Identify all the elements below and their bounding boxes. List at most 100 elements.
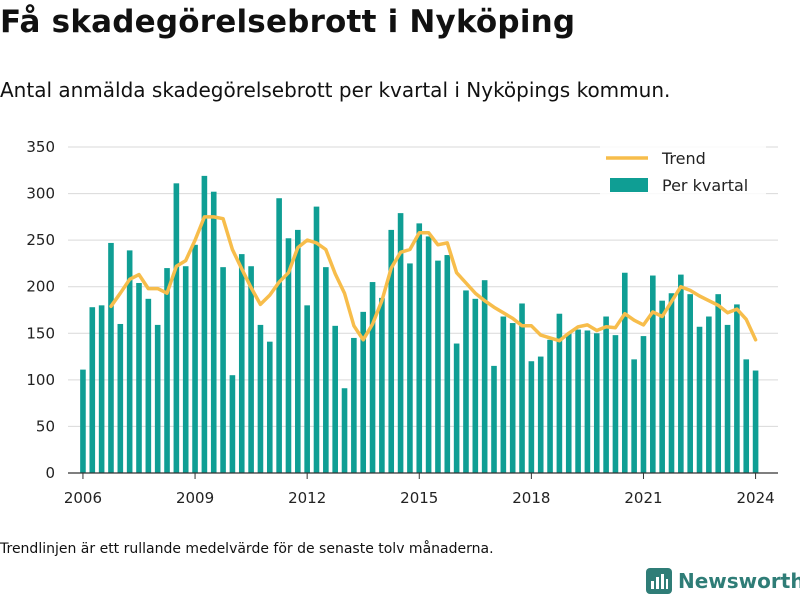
bar — [379, 297, 385, 473]
bar — [472, 298, 479, 473]
bar — [640, 336, 647, 473]
y-tick-label: 100 — [26, 371, 55, 389]
bar — [547, 339, 553, 473]
legend-bar-label: Per kvartal — [662, 176, 748, 195]
bar — [117, 323, 124, 473]
bar — [565, 333, 572, 473]
bar — [509, 323, 516, 473]
bar — [734, 304, 740, 473]
bar — [444, 255, 451, 473]
legend-bar-swatch — [610, 178, 648, 192]
page-title: Få skadegörelsebrott i Nyköping — [0, 4, 576, 40]
bar — [687, 294, 693, 473]
bar — [313, 206, 320, 473]
brand-name: Newsworthy — [678, 569, 800, 593]
x-tick-label: 2024 — [736, 489, 774, 507]
bar — [80, 369, 86, 473]
bar — [323, 267, 329, 473]
bar — [98, 305, 105, 473]
bar — [173, 183, 180, 473]
bar — [528, 361, 535, 473]
bar — [201, 175, 208, 474]
legend-trend-label: Trend — [661, 149, 706, 168]
y-tick-label: 350 — [26, 138, 55, 156]
bar — [584, 330, 591, 473]
bar — [631, 359, 637, 473]
bar — [285, 238, 292, 473]
bar — [696, 326, 703, 473]
bar — [276, 198, 282, 473]
bar — [425, 236, 432, 473]
x-tick-label: 2009 — [176, 489, 214, 507]
bar — [481, 280, 488, 473]
bar — [136, 282, 142, 473]
bar — [304, 305, 310, 473]
bar — [575, 329, 581, 473]
bar — [238, 254, 245, 473]
y-axis-ticks: 0 50 100 150 200 250 300 350 — [26, 138, 55, 482]
bar — [612, 335, 619, 473]
bar — [369, 282, 376, 473]
page-subtitle: Antal anmälda skadegörelsebrott per kvar… — [0, 78, 671, 102]
bar — [537, 356, 544, 473]
x-tick-label: 2012 — [288, 489, 326, 507]
x-tick-label: 2006 — [64, 489, 102, 507]
bar — [164, 268, 170, 473]
bar — [678, 274, 684, 473]
bar — [295, 229, 301, 473]
x-tick-label: 2021 — [624, 489, 662, 507]
brand-logo: Newsworthy — [646, 568, 800, 594]
bar — [351, 337, 357, 473]
bar — [500, 316, 507, 473]
bar — [397, 213, 404, 474]
bar — [621, 272, 628, 473]
bar — [715, 294, 722, 473]
legend: Trend Per kvartal — [600, 144, 766, 200]
bar — [89, 307, 96, 473]
bar — [154, 324, 161, 473]
bar — [266, 341, 273, 473]
bar — [407, 263, 413, 473]
bar — [743, 359, 750, 473]
bar — [706, 316, 712, 473]
bar — [220, 267, 226, 473]
bar — [416, 223, 423, 473]
bar — [341, 388, 348, 473]
bar — [603, 316, 609, 473]
y-tick-label: 150 — [26, 324, 55, 342]
bar — [360, 311, 367, 473]
bar — [556, 313, 563, 473]
bar — [248, 266, 254, 473]
footnote: Trendlinjen är ett rullande medelvärde f… — [0, 541, 494, 557]
y-tick-label: 200 — [26, 278, 55, 296]
bar — [593, 333, 600, 473]
bar — [332, 325, 338, 473]
bar-series — [80, 175, 759, 474]
bar — [519, 303, 525, 473]
bar — [453, 343, 460, 473]
bar — [192, 244, 198, 473]
x-tick-label: 2015 — [400, 489, 438, 507]
bar — [724, 324, 731, 473]
y-tick-label: 250 — [26, 231, 55, 249]
bar — [491, 365, 497, 473]
bar — [210, 191, 217, 474]
bar — [145, 298, 152, 473]
bar — [668, 293, 675, 473]
bar — [108, 242, 114, 473]
trend-line — [109, 215, 758, 343]
bar — [126, 250, 133, 473]
bar — [463, 290, 469, 473]
bar — [388, 229, 395, 473]
bar — [659, 300, 665, 473]
x-axis-ticks: 2006 2009 2012 2015 2018 2021 2024 — [64, 473, 775, 507]
bar — [182, 266, 189, 473]
bar — [435, 260, 441, 473]
bar — [257, 324, 264, 473]
bar — [752, 370, 759, 473]
y-tick-label: 0 — [45, 464, 55, 482]
bar — [229, 375, 236, 473]
x-tick-label: 2018 — [512, 489, 550, 507]
y-tick-label: 300 — [26, 185, 55, 203]
